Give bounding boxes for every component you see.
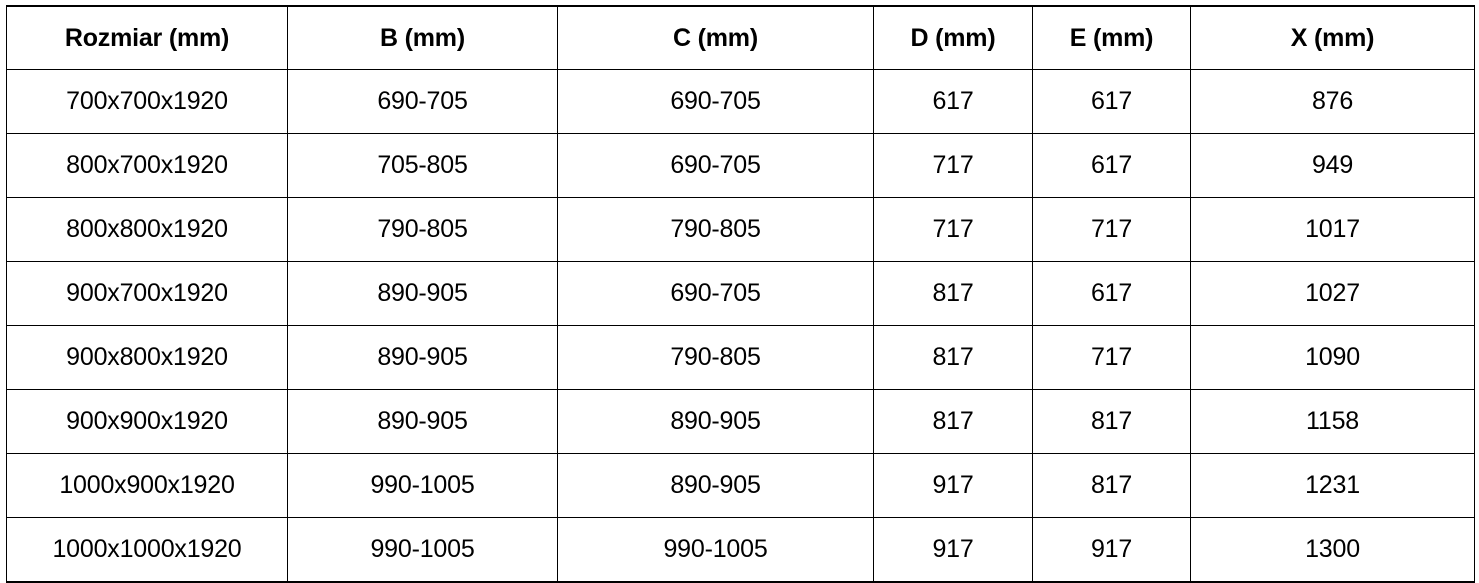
cell-size: 900x800x1920: [6, 325, 288, 390]
spec-table-container: Rozmiar (mm) B (mm) C (mm) D (mm) E (mm)…: [0, 5, 1479, 583]
cell-size: 800x700x1920: [6, 133, 288, 198]
cell-b: 890-905: [287, 261, 558, 326]
column-header-c: C (mm): [557, 5, 874, 70]
table-row: 800x800x1920 790-805 790-805 717 717 101…: [6, 197, 1475, 262]
cell-b: 990-1005: [287, 517, 558, 583]
column-header-b: B (mm): [287, 5, 558, 70]
cell-e: 617: [1032, 69, 1191, 134]
cell-b: 690-705: [287, 69, 558, 134]
table-row: 1000x1000x1920 990-1005 990-1005 917 917…: [6, 517, 1475, 583]
cell-b: 990-1005: [287, 453, 558, 518]
cell-b: 790-805: [287, 197, 558, 262]
cell-b: 890-905: [287, 389, 558, 454]
cell-size: 1000x900x1920: [6, 453, 288, 518]
table-header-row: Rozmiar (mm) B (mm) C (mm) D (mm) E (mm)…: [6, 5, 1475, 70]
column-header-size: Rozmiar (mm): [6, 5, 288, 70]
table-body: 700x700x1920 690-705 690-705 617 617 876…: [6, 69, 1475, 583]
cell-d: 917: [873, 453, 1033, 518]
table-row: 700x700x1920 690-705 690-705 617 617 876: [6, 69, 1475, 134]
cell-e: 717: [1032, 325, 1191, 390]
cell-d: 717: [873, 133, 1033, 198]
cell-size: 900x700x1920: [6, 261, 288, 326]
cell-x: 876: [1190, 69, 1475, 134]
column-header-x: X (mm): [1190, 5, 1475, 70]
cell-x: 1017: [1190, 197, 1475, 262]
cell-c: 690-705: [557, 69, 874, 134]
cell-d: 917: [873, 517, 1033, 583]
cell-e: 617: [1032, 133, 1191, 198]
table-row: 1000x900x1920 990-1005 890-905 917 817 1…: [6, 453, 1475, 518]
cell-b: 705-805: [287, 133, 558, 198]
cell-d: 817: [873, 325, 1033, 390]
dimensions-table: Rozmiar (mm) B (mm) C (mm) D (mm) E (mm)…: [6, 5, 1475, 583]
cell-x: 949: [1190, 133, 1475, 198]
cell-c: 990-1005: [557, 517, 874, 583]
cell-d: 817: [873, 261, 1033, 326]
cell-e: 617: [1032, 261, 1191, 326]
cell-e: 717: [1032, 197, 1191, 262]
cell-size: 800x800x1920: [6, 197, 288, 262]
cell-x: 1158: [1190, 389, 1475, 454]
table-row: 800x700x1920 705-805 690-705 717 617 949: [6, 133, 1475, 198]
cell-c: 690-705: [557, 261, 874, 326]
table-row: 900x900x1920 890-905 890-905 817 817 115…: [6, 389, 1475, 454]
column-header-e: E (mm): [1032, 5, 1191, 70]
cell-e: 917: [1032, 517, 1191, 583]
cell-e: 817: [1032, 453, 1191, 518]
cell-size: 1000x1000x1920: [6, 517, 288, 583]
cell-c: 690-705: [557, 133, 874, 198]
cell-c: 890-905: [557, 389, 874, 454]
cell-x: 1300: [1190, 517, 1475, 583]
cell-size: 700x700x1920: [6, 69, 288, 134]
table-row: 900x800x1920 890-905 790-805 817 717 109…: [6, 325, 1475, 390]
cell-x: 1090: [1190, 325, 1475, 390]
cell-c: 890-905: [557, 453, 874, 518]
cell-x: 1027: [1190, 261, 1475, 326]
cell-c: 790-805: [557, 197, 874, 262]
cell-d: 617: [873, 69, 1033, 134]
column-header-d: D (mm): [873, 5, 1033, 70]
cell-c: 790-805: [557, 325, 874, 390]
cell-x: 1231: [1190, 453, 1475, 518]
cell-size: 900x900x1920: [6, 389, 288, 454]
cell-d: 717: [873, 197, 1033, 262]
cell-b: 890-905: [287, 325, 558, 390]
table-row: 900x700x1920 890-905 690-705 817 617 102…: [6, 261, 1475, 326]
cell-e: 817: [1032, 389, 1191, 454]
cell-d: 817: [873, 389, 1033, 454]
table-header: Rozmiar (mm) B (mm) C (mm) D (mm) E (mm)…: [6, 5, 1475, 70]
